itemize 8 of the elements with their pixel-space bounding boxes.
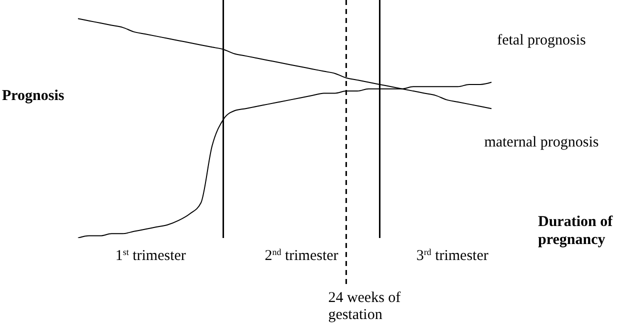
text: 1$^{st}$ trimester [115, 247, 186, 264]
series-label: maternal prognosis [484, 134, 599, 151]
y-axis-title: Prognosis [2, 88, 64, 105]
x-axis-title: Duration of pregnancy [538, 213, 614, 249]
text: 2$^{nd}$ trimester [264, 247, 338, 264]
text: 24 weeks of gestation [328, 290, 401, 323]
text: fetal prognosis [497, 32, 586, 48]
text: 3$^{rd}$ trimester [416, 247, 488, 264]
